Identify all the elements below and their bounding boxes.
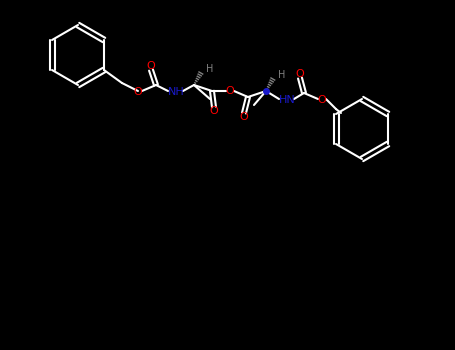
Text: O: O [147, 61, 155, 71]
Text: O: O [296, 69, 304, 79]
Text: O: O [210, 106, 218, 116]
Text: NH: NH [167, 87, 184, 97]
Text: HN: HN [278, 95, 295, 105]
Text: O: O [318, 95, 326, 105]
Text: O: O [134, 87, 142, 97]
Text: H: H [206, 64, 213, 74]
Text: H: H [278, 70, 285, 80]
Text: O: O [226, 86, 234, 96]
Text: O: O [240, 112, 248, 122]
